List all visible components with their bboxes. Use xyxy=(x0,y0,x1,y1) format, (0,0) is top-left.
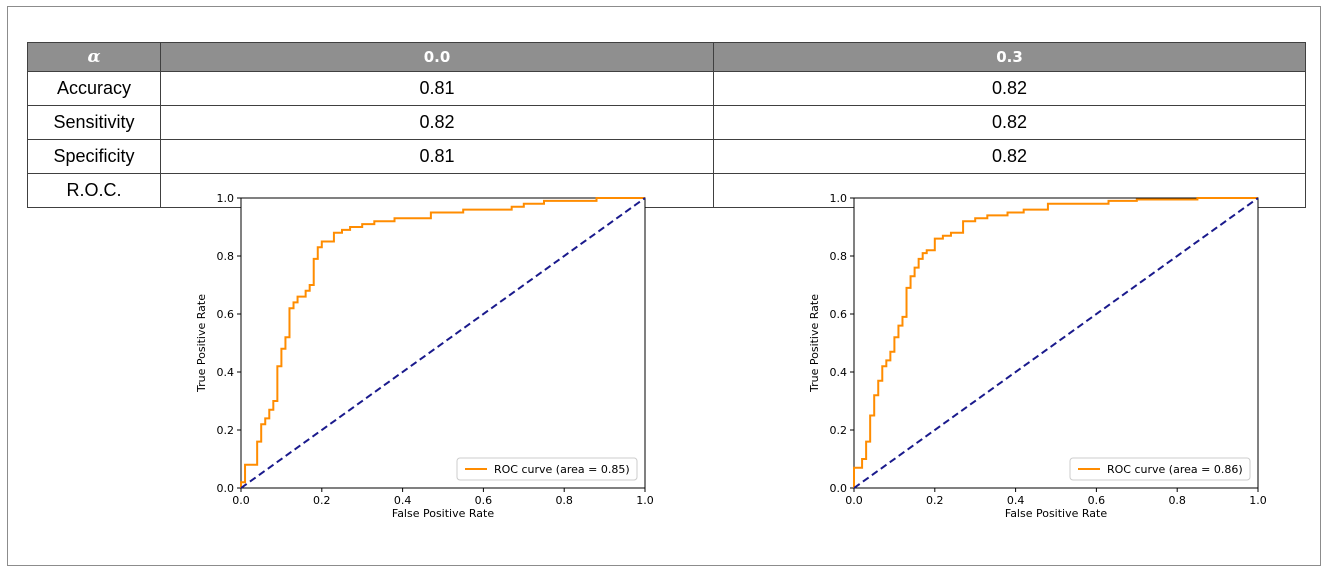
results-table: α 0.0 0.3 Accuracy 0.81 0.82 Sensitivity… xyxy=(27,42,1306,520)
table-row: Accuracy 0.81 0.82 xyxy=(27,71,1306,106)
y-tick-label: 0.0 xyxy=(830,482,848,495)
legend: ROC curve (area = 0.86) xyxy=(1069,457,1251,481)
y-tick-label: 0.2 xyxy=(830,424,848,437)
header-alpha-0-0: 0.0 xyxy=(160,42,714,72)
legend-label: ROC curve (area = 0.85) xyxy=(494,463,630,476)
specificity-value-0-0: 0.81 xyxy=(160,139,714,174)
accuracy-value-0-0: 0.81 xyxy=(160,71,714,106)
x-tick-label: 0.0 xyxy=(232,494,250,507)
legend-label: ROC curve (area = 0.86) xyxy=(1107,463,1243,476)
x-tick-label: 0.6 xyxy=(1088,494,1106,507)
roc-cell-0-0: 0.0 0.2 0.4 0.6 0.8 1.0 0.0 0.2 0.4 0.6 0.8 1.0 Fals… xyxy=(160,173,714,520)
header-alpha: α xyxy=(27,42,161,72)
chance-line xyxy=(853,197,1259,489)
y-tick-label: 0.4 xyxy=(830,366,848,379)
x-tick-label: 0.8 xyxy=(555,494,573,507)
x-tick-label: 0.0 xyxy=(845,494,863,507)
specificity-value-0-3: 0.82 xyxy=(713,139,1306,174)
y-tick-label: 0.8 xyxy=(217,250,235,263)
y-tick-label: 1.0 xyxy=(217,192,235,205)
y-tick-label: 0.4 xyxy=(217,366,235,379)
y-tick-label: 1.0 xyxy=(830,192,848,205)
row-label-accuracy: Accuracy xyxy=(27,71,161,106)
y-axis-label: True Positive Rate xyxy=(808,294,821,393)
x-tick-label: 0.4 xyxy=(1007,494,1025,507)
sensitivity-value-0-3: 0.82 xyxy=(713,105,1306,140)
row-label-specificity: Specificity xyxy=(27,139,161,174)
legend-box xyxy=(456,457,638,481)
roc-curve-line xyxy=(853,197,1258,488)
y-axis-label: True Positive Rate xyxy=(195,294,208,393)
x-tick-label: 0.2 xyxy=(313,494,331,507)
table-row: Sensitivity 0.82 0.82 xyxy=(27,105,1306,140)
roc-row: R.O.C. 0.0 0.2 0.4 0.6 0.8 1.0 0.0 0.2 0.4 0.6 0.8… xyxy=(27,173,1306,520)
y-tick-label: 0.0 xyxy=(217,482,235,495)
y-tick-label: 0.2 xyxy=(217,424,235,437)
y-tick-label: 0.6 xyxy=(830,308,848,321)
sensitivity-value-0-0: 0.82 xyxy=(160,105,714,140)
x-tick-label: 0.6 xyxy=(475,494,493,507)
header-alpha-0-3: 0.3 xyxy=(713,42,1306,72)
roc-plot-alpha-0-0: 0.0 0.2 0.4 0.6 0.8 1.0 0.0 0.2 0.4 0.6 0.8 1.0 Fals… xyxy=(195,192,654,520)
x-tick-label: 0.8 xyxy=(1168,494,1186,507)
x-tick-label: 0.2 xyxy=(926,494,944,507)
header-row: α 0.0 0.3 xyxy=(27,42,1306,72)
roc-cell-0-3: 0.0 0.2 0.4 0.6 0.8 1.0 0.0 0.2 0.4 0.6 0.8 1.0 Fals… xyxy=(713,173,1306,520)
x-axis-label: False Positive Rate xyxy=(1005,507,1107,520)
roc-plot-alpha-0-3: 0.0 0.2 0.4 0.6 0.8 1.0 0.0 0.2 0.4 0.6 0.8 1.0 Fals… xyxy=(808,192,1267,520)
x-tick-label: 1.0 xyxy=(1249,494,1267,507)
x-tick-label: 0.4 xyxy=(394,494,412,507)
x-tick-label: 1.0 xyxy=(636,494,654,507)
row-label-sensitivity: Sensitivity xyxy=(27,105,161,140)
accuracy-value-0-3: 0.82 xyxy=(713,71,1306,106)
roc-curve-line xyxy=(240,197,645,488)
legend: ROC curve (area = 0.85) xyxy=(456,457,638,481)
y-tick-label: 0.6 xyxy=(217,308,235,321)
table-row: Specificity 0.81 0.82 xyxy=(27,139,1306,174)
row-label-roc: R.O.C. xyxy=(27,173,161,208)
chance-line xyxy=(240,197,646,489)
legend-box xyxy=(1069,457,1251,481)
y-tick-label: 0.8 xyxy=(830,250,848,263)
x-axis-label: False Positive Rate xyxy=(392,507,494,520)
